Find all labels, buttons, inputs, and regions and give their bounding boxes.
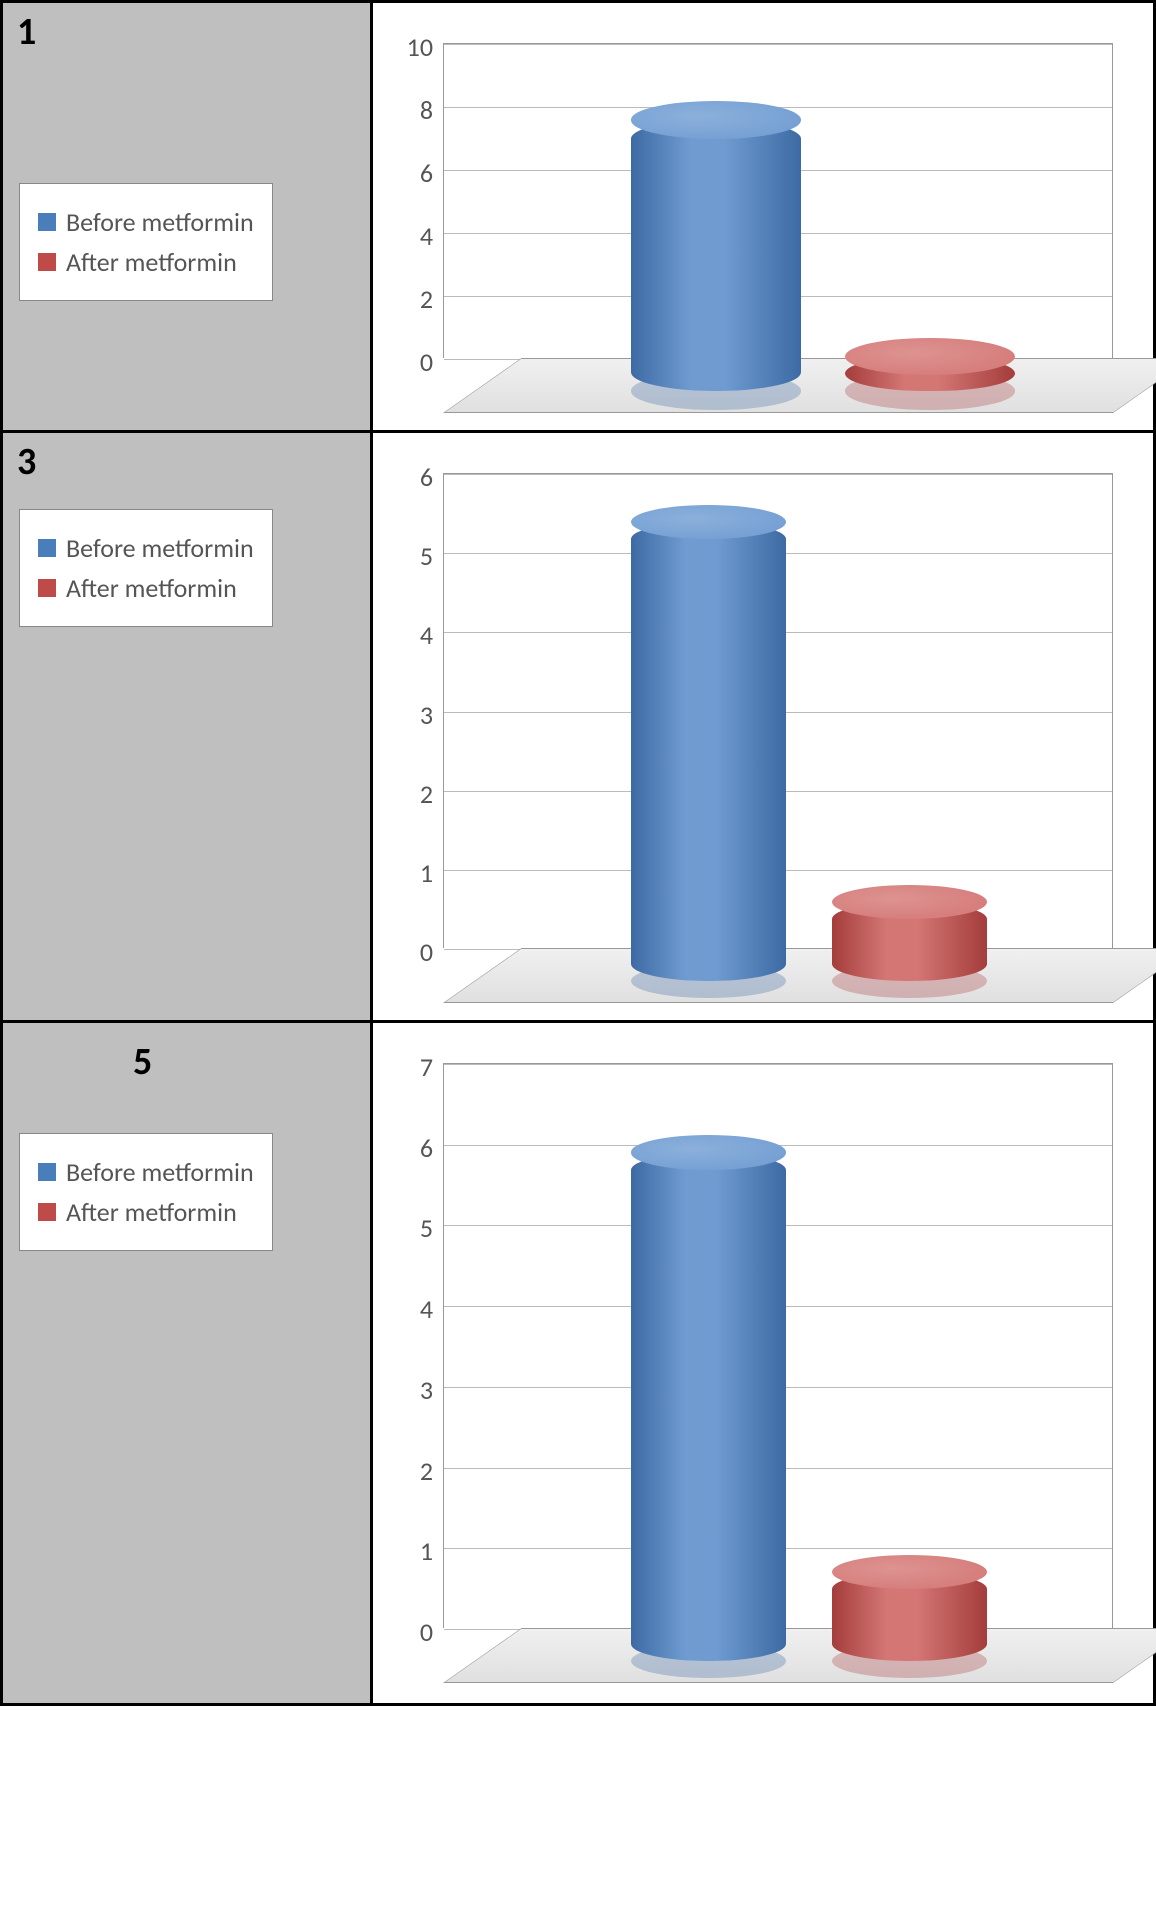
cylinder-top bbox=[832, 1555, 987, 1589]
chart-cell: 0 1 2 3 4 5 6 7 bbox=[373, 1023, 1153, 1703]
y-tick-label: 7 bbox=[393, 1051, 433, 1083]
chart-area: 0 2 4 6 8 10 bbox=[393, 23, 1123, 413]
y-tick-label: 4 bbox=[393, 1293, 433, 1325]
y-tick-label: 4 bbox=[393, 220, 433, 252]
legend-item: After metformin bbox=[38, 246, 254, 278]
bar-cylinder bbox=[832, 902, 987, 981]
y-tick-label: 5 bbox=[393, 540, 433, 572]
legend-box: Before metformin After metformin bbox=[19, 1133, 273, 1251]
legend-swatch bbox=[38, 213, 56, 231]
panel-number: 5 bbox=[133, 1039, 152, 1085]
y-tick-label: 1 bbox=[393, 857, 433, 889]
bar-cylinder bbox=[631, 120, 801, 391]
bar-cylinder bbox=[631, 1153, 786, 1662]
y-tick-label: 2 bbox=[393, 778, 433, 810]
legend-label: Before metformin bbox=[66, 1156, 254, 1188]
left-cell: 3 Before metformin After metformin bbox=[3, 433, 373, 1020]
chart-floor bbox=[443, 1628, 1156, 1683]
y-tick-label: 5 bbox=[393, 1212, 433, 1244]
gridline bbox=[444, 1064, 1112, 1065]
cylinder-top bbox=[845, 338, 1015, 375]
y-tick-label: 0 bbox=[393, 346, 433, 378]
bar-cylinder bbox=[845, 356, 1015, 391]
legend-swatch bbox=[38, 253, 56, 271]
panel-row-3: 3 Before metformin After metformin 0 1 2 3 4 5 6 bbox=[3, 433, 1153, 1023]
chart-area: 0 1 2 3 4 5 6 bbox=[393, 453, 1123, 1003]
legend-label: Before metformin bbox=[66, 532, 254, 564]
bar-cylinder bbox=[832, 1572, 987, 1661]
plot-region bbox=[443, 1053, 1113, 1693]
cylinder-body bbox=[631, 120, 801, 391]
y-tick-label: 10 bbox=[393, 31, 433, 63]
y-tick-label: 3 bbox=[393, 1374, 433, 1406]
y-tick-label: 3 bbox=[393, 699, 433, 731]
legend-item: Before metformin bbox=[38, 532, 254, 564]
legend-swatch bbox=[38, 1203, 56, 1221]
legend-swatch bbox=[38, 539, 56, 557]
panel-number: 1 bbox=[17, 9, 36, 55]
cylinder-top bbox=[631, 1135, 786, 1169]
cylinder-body bbox=[631, 522, 786, 981]
chart-area: 0 1 2 3 4 5 6 7 bbox=[393, 1043, 1123, 1683]
legend-swatch bbox=[38, 579, 56, 597]
legend-item: Before metformin bbox=[38, 1156, 254, 1188]
y-tick-label: 6 bbox=[393, 461, 433, 493]
chart-table: 1Before metforminAfter metformin02468103… bbox=[0, 0, 1156, 1706]
legend-item: After metformin bbox=[38, 572, 254, 604]
chart-cell: 0 1 2 3 4 5 6 bbox=[373, 433, 1153, 1020]
legend-item: Before metformin bbox=[38, 206, 254, 238]
cylinder-top bbox=[631, 505, 786, 539]
chart-floor bbox=[443, 948, 1156, 1003]
legend-label: After metformin bbox=[66, 572, 237, 604]
y-tick-label: 2 bbox=[393, 1455, 433, 1487]
legend-label: After metformin bbox=[66, 1196, 237, 1228]
gridline bbox=[444, 474, 1112, 475]
legend-box: Before metformin After metformin bbox=[19, 183, 273, 301]
y-tick-label: 6 bbox=[393, 157, 433, 189]
left-cell: 5 Before metformin After metformin bbox=[3, 1023, 373, 1703]
plot-region bbox=[443, 33, 1113, 423]
legend-label: After metformin bbox=[66, 246, 237, 278]
y-tick-label: 2 bbox=[393, 283, 433, 315]
panel-row-1: 1 Before metformin After metformin 0 2 4 6 8 10 bbox=[3, 3, 1153, 433]
y-tick-label: 6 bbox=[393, 1132, 433, 1164]
cylinder-top bbox=[832, 885, 987, 919]
y-tick-label: 8 bbox=[393, 94, 433, 126]
y-tick-label: 0 bbox=[393, 936, 433, 968]
y-tick-label: 1 bbox=[393, 1535, 433, 1567]
plot-region bbox=[443, 463, 1113, 1013]
legend-item: After metformin bbox=[38, 1196, 254, 1228]
y-tick-label: 0 bbox=[393, 1616, 433, 1648]
cylinder-top bbox=[631, 101, 801, 138]
legend-label: Before metformin bbox=[66, 206, 254, 238]
legend-swatch bbox=[38, 1163, 56, 1181]
chart-cell: 0 2 4 6 8 10 bbox=[373, 3, 1153, 430]
left-cell: 1 Before metformin After metformin bbox=[3, 3, 373, 430]
bar-cylinder bbox=[631, 522, 786, 981]
legend-box: Before metformin After metformin bbox=[19, 509, 273, 627]
cylinder-body bbox=[631, 1153, 786, 1662]
panel-row-5: 5 Before metformin After metformin 0 1 2 3 4 5 6 7 bbox=[3, 1023, 1153, 1703]
gridline bbox=[444, 44, 1112, 45]
panel-number: 3 bbox=[17, 439, 36, 485]
y-tick-label: 4 bbox=[393, 619, 433, 651]
